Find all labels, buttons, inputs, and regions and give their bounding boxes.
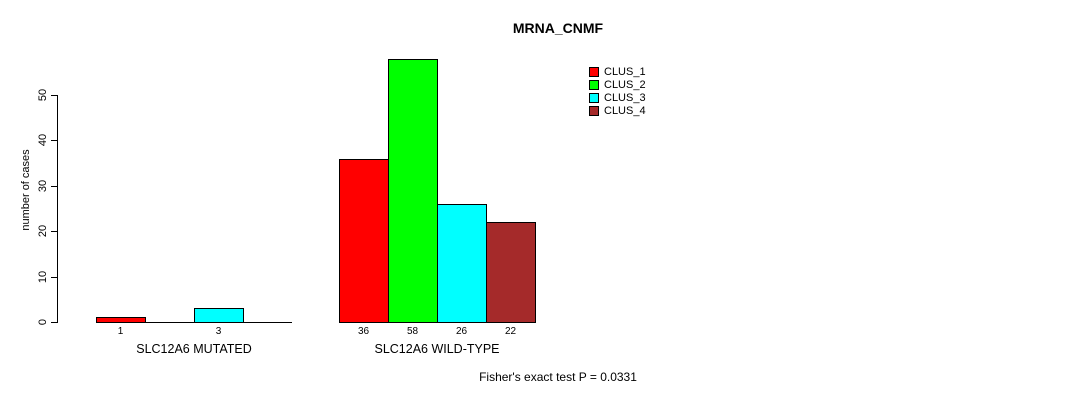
y-tick <box>51 322 58 323</box>
y-tick-label: 40 <box>37 133 49 147</box>
bar-clus_2 <box>388 59 438 323</box>
legend-swatch-clus_4 <box>589 106 599 116</box>
group-label: SLC12A6 WILD-TYPE <box>374 342 500 356</box>
legend-swatch-clus_3 <box>589 93 599 103</box>
bar-value-label: 26 <box>455 326 468 337</box>
legend-label: CLUS_2 <box>604 79 646 91</box>
bar-clus_4 <box>486 222 536 323</box>
bar-clus_3 <box>194 308 244 323</box>
bar-clus_1 <box>339 159 389 323</box>
y-tick-label: 30 <box>37 179 49 193</box>
bar-value-label: 1 <box>117 326 124 337</box>
y-tick-label: 20 <box>37 224 49 238</box>
bar-value-label: 36 <box>357 326 370 337</box>
bar-value-label: 58 <box>406 326 419 337</box>
legend-swatch-clus_2 <box>589 80 599 90</box>
chart-title: MRNA_CNMF <box>512 20 604 36</box>
y-tick <box>51 140 58 141</box>
bar-clus_3 <box>437 204 487 323</box>
y-tick-label: 10 <box>37 270 49 284</box>
annotation-pvalue: Fisher's exact test P = 0.0331 <box>479 370 637 384</box>
y-tick <box>51 231 58 232</box>
y-tick-label: 0 <box>37 318 49 326</box>
bar-clus_1 <box>96 317 146 323</box>
legend-label: CLUS_1 <box>604 66 646 78</box>
legend-swatch-clus_1 <box>589 67 599 77</box>
group-label: SLC12A6 MUTATED <box>136 342 252 356</box>
y-axis-line <box>57 95 58 323</box>
legend-label: CLUS_3 <box>604 92 646 104</box>
y-tick <box>51 186 58 187</box>
legend-label: CLUS_4 <box>604 105 646 117</box>
bar-value-label: 3 <box>215 326 222 337</box>
y-axis-label: number of cases <box>20 149 32 231</box>
y-tick-label: 50 <box>37 88 49 102</box>
y-tick <box>51 277 58 278</box>
bar-value-label: 22 <box>504 326 517 337</box>
y-tick <box>51 95 58 96</box>
